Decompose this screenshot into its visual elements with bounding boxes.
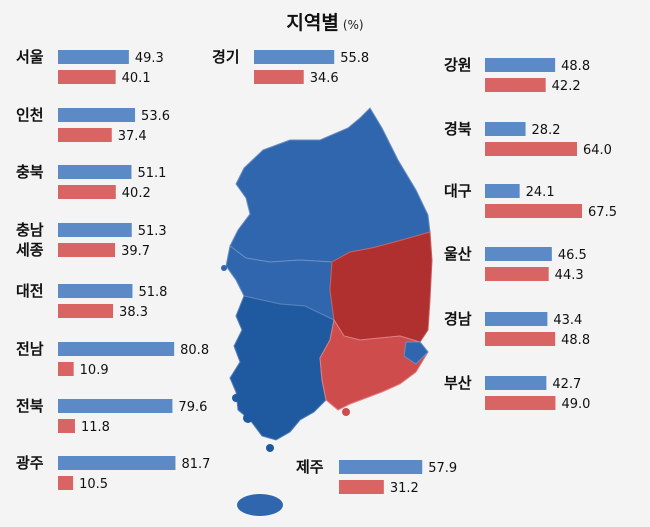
bar-value-label: 48.8 <box>561 59 590 74</box>
bar-red <box>58 185 116 199</box>
bar-value-label: 28.2 <box>532 123 561 138</box>
map-region-southeast <box>319 318 429 411</box>
bar-value-label: 64.0 <box>583 143 612 158</box>
bar-value-label: 46.5 <box>558 248 587 263</box>
bar-value-label: 57.9 <box>428 461 457 476</box>
region-label: 서울 <box>16 48 44 66</box>
region-label: 충북 <box>16 163 44 181</box>
map-island <box>232 394 240 402</box>
bar-red <box>58 362 74 376</box>
bar-red <box>58 243 116 257</box>
bar-value-label: 43.4 <box>553 313 582 328</box>
bar-value-label: 51.1 <box>137 166 166 181</box>
bar-value-label: 51.3 <box>138 224 167 239</box>
bar-value-label: 55.8 <box>340 51 369 66</box>
korea-map <box>221 107 433 516</box>
bar-value-label: 49.3 <box>135 51 164 66</box>
region-label: 부산 <box>444 374 472 392</box>
bar-blue <box>485 58 556 72</box>
region-label: 인천 <box>16 106 44 124</box>
bar-red <box>254 70 304 84</box>
bar-value-label: 40.2 <box>122 186 151 201</box>
bar-blue <box>58 342 175 356</box>
bar-blue <box>58 165 132 179</box>
bar-value-label: 44.3 <box>555 268 584 283</box>
bar-red <box>485 267 549 281</box>
region-label: 충남 <box>16 221 44 239</box>
region-label: 울산 <box>444 245 472 263</box>
region-label: 대구 <box>444 182 472 200</box>
chart-unit: (%) <box>342 18 364 32</box>
bar-value-label: 48.8 <box>561 333 590 348</box>
bar-blue <box>58 223 132 237</box>
bar-red <box>339 480 384 494</box>
region-label: 광주 <box>16 454 44 472</box>
bar-blue <box>58 284 133 298</box>
bar-value-label: 24.1 <box>526 185 555 200</box>
region-label: 강원 <box>444 56 472 74</box>
bar-red <box>58 419 75 433</box>
bar-blue <box>485 184 520 198</box>
region-label: 대전 <box>16 282 44 300</box>
bar-value-label: 51.8 <box>138 285 167 300</box>
map-region-southwest <box>229 295 335 441</box>
bar-blue <box>485 247 552 261</box>
region-label: 경북 <box>444 120 472 138</box>
bar-value-label: 31.2 <box>390 481 419 496</box>
bar-red <box>485 142 577 156</box>
bar-value-label: 49.0 <box>561 397 590 412</box>
bar-value-label: 80.8 <box>180 343 209 358</box>
region-label: 전북 <box>16 397 44 415</box>
region-label: 세종 <box>16 241 44 259</box>
region-label: 전남 <box>16 340 44 358</box>
bar-value-label: 42.7 <box>552 377 581 392</box>
bar-blue <box>485 312 548 326</box>
bar-value-label: 38.3 <box>119 305 148 320</box>
bar-blue <box>485 122 526 136</box>
bar-red <box>485 332 556 346</box>
bar-blue <box>339 460 423 474</box>
bar-value-label: 37.4 <box>118 129 147 144</box>
map-island <box>221 265 227 271</box>
bar-blue <box>58 456 176 470</box>
chart-title: 지역별 (%) <box>0 8 650 35</box>
bar-red <box>58 128 112 142</box>
map-island <box>342 408 350 416</box>
map-region-busan <box>403 341 429 365</box>
map-region-north <box>229 107 431 263</box>
bar-blue <box>58 108 136 122</box>
bar-red <box>485 78 546 92</box>
map-island <box>266 444 274 452</box>
bar-value-label: 42.2 <box>552 79 581 94</box>
bar-red <box>485 204 583 218</box>
map-island <box>243 413 253 423</box>
bar-value-label: 40.1 <box>122 71 151 86</box>
bar-red <box>58 304 114 318</box>
bar-red <box>58 476 74 490</box>
bar-value-label: 53.6 <box>141 109 170 124</box>
bar-blue <box>58 50 129 64</box>
map-jeju-island <box>237 494 283 516</box>
bar-value-label: 39.7 <box>121 244 150 259</box>
region-label: 제주 <box>296 458 324 476</box>
region-label: 경기 <box>212 48 240 66</box>
bar-value-label: 10.5 <box>79 477 108 492</box>
bar-blue <box>254 50 335 64</box>
region-label: 경남 <box>444 310 472 328</box>
chart-title-text: 지역별 <box>286 12 339 34</box>
bar-red <box>58 70 116 84</box>
bar-value-label: 79.6 <box>178 400 207 415</box>
bar-blue <box>485 376 547 390</box>
bar-value-label: 81.7 <box>181 457 210 472</box>
bar-blue <box>58 399 173 413</box>
bar-value-label: 11.8 <box>81 420 110 435</box>
bar-value-label: 10.9 <box>80 363 109 378</box>
bar-value-label: 34.6 <box>310 71 339 86</box>
bar-red <box>485 396 556 410</box>
bar-value-label: 67.5 <box>588 205 617 220</box>
